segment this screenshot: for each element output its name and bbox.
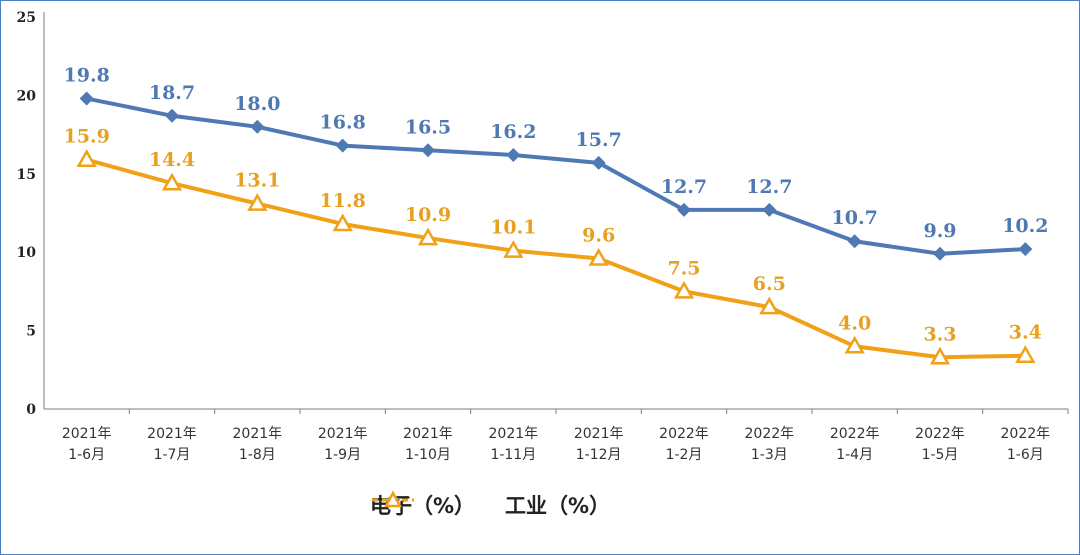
- x-tick-label: 1-3月: [751, 447, 788, 463]
- data-point-industry: [929, 346, 951, 365]
- data-point-industry: [76, 149, 97, 167]
- data-point-electronics: [762, 202, 777, 217]
- data-point-industry: [673, 280, 695, 299]
- data-point-industry: [503, 240, 524, 258]
- data-point-industry: [332, 213, 353, 232]
- x-tick-label: 2021年: [489, 426, 539, 442]
- data-label-electronics: 15.7: [576, 129, 622, 151]
- y-tick-label: 20: [17, 88, 37, 104]
- x-tick-label: 1-4月: [836, 447, 873, 463]
- data-label-electronics: 9.9: [923, 220, 956, 242]
- chart-axes: 0 5 10 15 20 25 2021年 1-6月 2021年 1-7月 2021年 1-8月 202…: [17, 10, 1069, 463]
- x-tick-label: 1-10月: [405, 447, 451, 463]
- data-point-electronics: [79, 91, 94, 106]
- x-tick-label: 2022年: [830, 426, 880, 442]
- data-point-electronics: [165, 108, 179, 123]
- data-label-electronics: 16.2: [490, 121, 536, 143]
- y-tick-label: 10: [17, 245, 37, 261]
- x-tick-label: 2022年: [1001, 426, 1051, 442]
- legend-triangle-icon: [372, 490, 414, 508]
- series-line-electronics: [86, 96, 1026, 256]
- x-tick-label: 1-6月: [1007, 447, 1044, 463]
- data-label-electronics: 18.7: [149, 82, 195, 104]
- x-tick-label: 1-8月: [239, 447, 276, 463]
- data-label-industry: 13.1: [234, 170, 280, 192]
- data-label-industry: 6.5: [753, 273, 786, 295]
- x-tick-label: 2022年: [745, 426, 795, 442]
- x-tick-label: 2021年: [403, 426, 453, 442]
- y-tick-label: 0: [26, 402, 36, 418]
- data-point-electronics: [847, 234, 862, 249]
- data-label-industry: 3.3: [923, 323, 956, 345]
- data-point-industry: [161, 172, 183, 191]
- data-point-industry: [588, 247, 609, 266]
- data-label-electronics: 16.5: [405, 116, 451, 138]
- data-label-electronics: 19.8: [64, 65, 110, 87]
- x-tick-label: 1-6月: [68, 447, 105, 463]
- data-label-electronics: 18.0: [234, 93, 280, 115]
- data-label-electronics: 16.8: [320, 112, 366, 134]
- x-tick-label: 2021年: [62, 426, 112, 442]
- data-point-electronics: [250, 119, 265, 134]
- data-label-industry: 10.1: [490, 217, 536, 239]
- data-label-industry: 11.8: [320, 190, 366, 212]
- data-point-electronics: [591, 155, 606, 170]
- data-point-industry: [844, 335, 865, 354]
- y-tick-label: 5: [26, 324, 36, 340]
- data-label-industry: 15.9: [64, 126, 110, 148]
- x-tick-label: 2021年: [318, 426, 368, 442]
- data-label-industry: 10.9: [405, 204, 451, 226]
- x-tick-label: 2021年: [233, 426, 283, 442]
- data-point-industry: [247, 193, 268, 211]
- data-point-electronics: [933, 246, 947, 261]
- x-tick-label: 1-9月: [324, 447, 361, 463]
- legend-item-industry: 工业（%）: [372, 490, 611, 520]
- x-tick-label: 1-7月: [154, 447, 191, 463]
- data-point-electronics: [677, 202, 691, 217]
- data-point-electronics: [506, 147, 521, 162]
- data-label-industry: 7.5: [667, 257, 700, 279]
- data-point-industry: [759, 296, 780, 315]
- chart-data-labels: 19.8 18.7 18.0 16.8 16.5 16.2 15.7 12.7 12.7 10.7…: [64, 65, 1049, 346]
- series-line-industry: [86, 157, 1026, 360]
- data-label-industry: 3.4: [1009, 322, 1042, 344]
- data-point-industry: [1015, 345, 1036, 363]
- y-tick-label: 15: [17, 167, 36, 183]
- x-tick-label: 2022年: [659, 426, 709, 442]
- x-tick-label: 2021年: [147, 426, 197, 442]
- x-tick-label: 1-11月: [490, 447, 536, 463]
- chart-marks: [76, 91, 1036, 365]
- data-label-industry: 4.0: [838, 312, 871, 334]
- data-point-electronics: [335, 138, 350, 153]
- legend-label-industry: 工业（%）: [505, 494, 611, 518]
- data-point-electronics: [421, 143, 435, 158]
- chart-lines: [86, 96, 1026, 360]
- x-tick-label: 1-2月: [666, 447, 703, 463]
- x-tick-label: 1-5月: [922, 447, 959, 463]
- data-label-electronics: 10.7: [832, 207, 878, 229]
- data-label-industry: 14.4: [149, 149, 195, 171]
- x-tick-label: 2022年: [915, 426, 965, 442]
- x-tick-label: 2021年: [574, 426, 624, 442]
- data-point-industry: [417, 227, 439, 246]
- y-tick-label: 25: [17, 10, 36, 26]
- chart-legend: 电子（%） 工业（%）: [370, 490, 610, 520]
- x-tick-label: 1-12月: [576, 447, 622, 463]
- data-point-electronics: [1018, 242, 1033, 257]
- data-label-electronics: 10.2: [1002, 215, 1048, 237]
- data-label-electronics: 12.7: [746, 176, 792, 198]
- data-label-electronics: 12.7: [661, 176, 707, 198]
- data-label-industry: 9.6: [582, 224, 615, 246]
